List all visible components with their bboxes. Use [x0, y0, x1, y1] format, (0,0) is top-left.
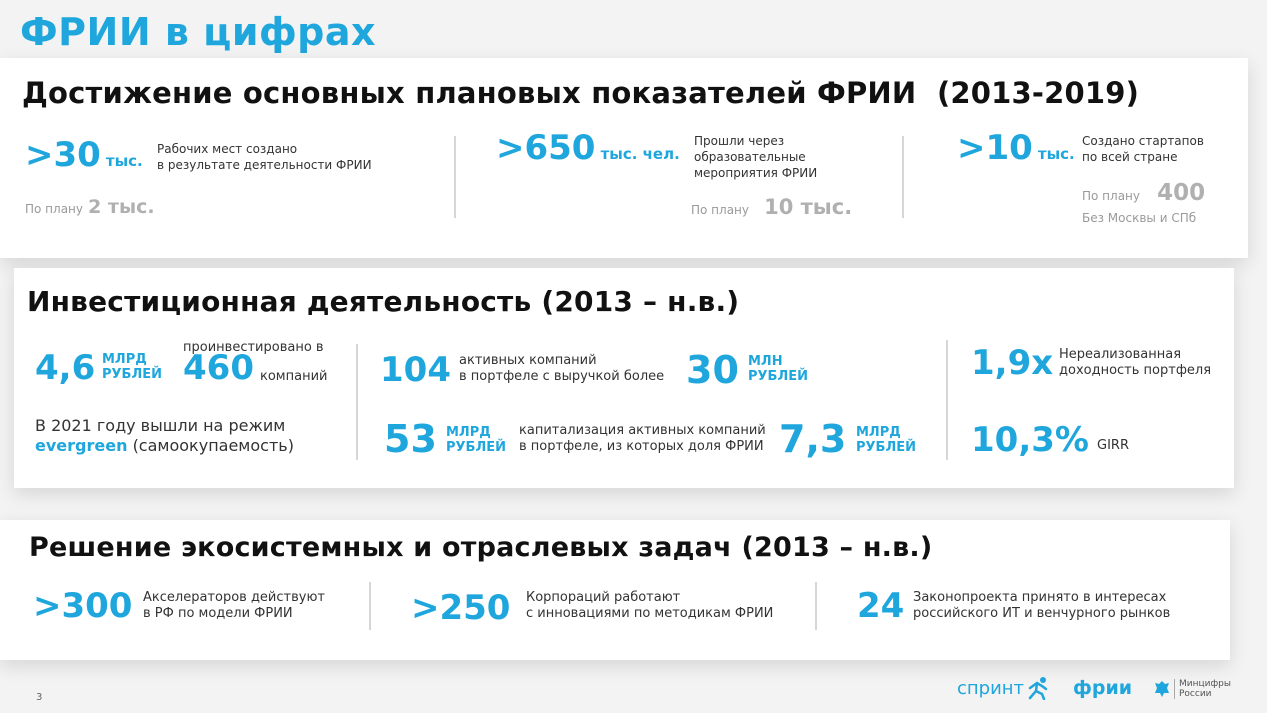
- jobs-unit: тыс.: [105, 152, 143, 170]
- runner-icon: [1028, 677, 1048, 700]
- ecosystem-card: [0, 520, 1230, 660]
- unrealized-return-caption: Нереализованная доходность портфеля: [1059, 347, 1212, 378]
- corporations-caption: Корпораций работают с инновациями по мет…: [526, 590, 774, 621]
- startups-caption: Создано стартапов по всей стране: [1082, 134, 1204, 164]
- education-plan: По плану 10 тыс.: [691, 195, 853, 219]
- companies-value: 460: [183, 348, 254, 388]
- jobs-value: >30: [25, 135, 101, 175]
- accelerators-caption: Акселераторов действуют в РФ по модели Ф…: [143, 590, 325, 621]
- frii-share-value: 7,3: [779, 417, 847, 461]
- jobs-stat: >30 тыс.: [25, 138, 143, 172]
- active-companies-value: 104: [380, 350, 451, 390]
- invested-caption: проинвестировано в: [183, 340, 324, 355]
- divider: [902, 136, 904, 218]
- education-unit: тыс. чел.: [600, 145, 680, 163]
- startups-stat: >10 тыс.: [957, 131, 1075, 165]
- girr-label: GIRR: [1097, 438, 1129, 453]
- frii-logo: фрии: [1073, 677, 1133, 699]
- divider: [946, 340, 948, 460]
- ecosystem-title: Решение экосистемных и отраслевых задач …: [29, 532, 933, 563]
- evergreen-highlight: evergreen: [35, 436, 128, 455]
- invested-value: 4,6: [35, 348, 96, 388]
- ministry-logo-text: Минцифры России: [1174, 679, 1231, 699]
- corporations-value: >250: [411, 588, 511, 628]
- divider: [454, 136, 456, 218]
- page-title: ФРИИ в цифрах: [20, 10, 376, 54]
- jobs-caption: Рабочих мест создано в результате деятел…: [157, 142, 372, 172]
- capitalization-caption: капитализация активных компаний в портфе…: [519, 423, 766, 454]
- divider: [356, 344, 358, 460]
- accelerators-value: >300: [33, 586, 133, 626]
- ministry-emblem-icon: [1155, 681, 1169, 697]
- divider: [369, 582, 371, 630]
- bills-value: 24: [857, 586, 905, 626]
- unrealized-return-value: 1,9x: [971, 343, 1054, 383]
- education-caption: Прошли через образовательные мероприятия…: [694, 134, 818, 180]
- investment-title: Инвестиционная деятельность (2013 – н.в.…: [27, 285, 740, 318]
- page-number: 3: [36, 692, 43, 703]
- active-companies-caption: активных компаний в портфеле с выручкой …: [459, 353, 665, 384]
- revenue-threshold-unit: МЛН РУБЛЕЙ: [748, 354, 809, 384]
- investment-card: [14, 268, 1234, 488]
- startups-note: Без Москвы и СПб: [1082, 211, 1197, 225]
- bills-caption: Законопроекта принято в интересах россий…: [913, 590, 1171, 621]
- invested-unit: МЛРД РУБЛЕЙ: [102, 352, 163, 382]
- achievements-card: [0, 58, 1248, 258]
- jobs-plan: По плану 2 тыс.: [25, 196, 155, 218]
- startups-plan: По плану 400: [1082, 180, 1206, 206]
- girr-value: 10,3%: [971, 420, 1089, 460]
- startups-value: >10: [957, 128, 1033, 168]
- divider: [815, 582, 817, 630]
- capitalization-value: 53: [384, 417, 437, 461]
- achievements-title: Достижение основных плановых показателей…: [22, 76, 1140, 110]
- capitalization-unit: МЛРД РУБЛЕЙ: [446, 425, 507, 455]
- companies-label: компаний: [260, 369, 328, 384]
- sprint-logo: спринт: [957, 676, 1050, 700]
- startups-unit: тыс.: [1037, 145, 1075, 163]
- education-value: >650: [496, 128, 596, 168]
- evergreen-text: В 2021 году вышли на режим evergreen (са…: [35, 416, 294, 455]
- revenue-threshold-value: 30: [686, 348, 739, 392]
- education-stat: >650 тыс. чел.: [496, 131, 680, 165]
- frii-share-unit: МЛРД РУБЛЕЙ: [856, 425, 917, 455]
